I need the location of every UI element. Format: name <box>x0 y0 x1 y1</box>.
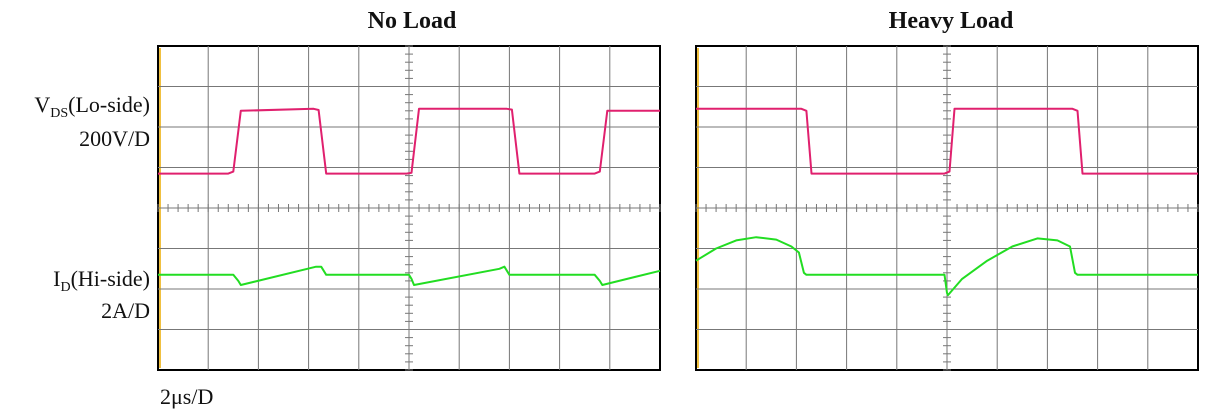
vds-label-suffix: (Lo-side) <box>68 92 150 117</box>
id-label-suffix: (Hi-side) <box>70 266 150 291</box>
scope-heavy-load <box>695 45 1199 371</box>
heavy-load-series-id-trace <box>695 236 1198 297</box>
no-load-series-id-trace <box>158 265 661 286</box>
vds-channel-label: VDS(Lo-side) <box>0 92 150 121</box>
chart-title-heavy-load: Heavy Load <box>888 8 1014 34</box>
time-scale-label: 2μs/D <box>160 384 214 409</box>
no-load-series-vds-trace <box>158 107 660 175</box>
id-label-prefix: I <box>53 266 61 291</box>
vds-label-sub: DS <box>50 106 69 121</box>
chart-title-no-load: No Load <box>367 8 457 34</box>
id-scale-label: 2A/D <box>101 298 150 323</box>
id-channel-label: ID(Hi-side) <box>0 266 150 295</box>
vds-label-prefix: V <box>34 92 51 117</box>
heavy-load-series-vds-trace <box>696 107 1198 175</box>
id-label-sub: D <box>60 280 71 295</box>
vds-scale-label: 200V/D <box>79 126 150 151</box>
scope-no-load <box>157 45 661 371</box>
